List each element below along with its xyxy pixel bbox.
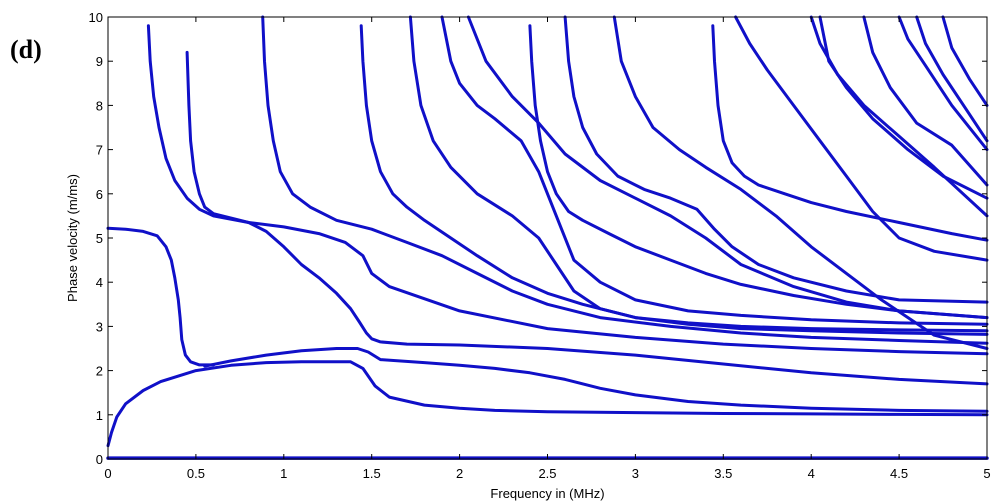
y-tick-label: 9 [96,54,103,69]
panel-label: (d) [10,35,42,64]
x-tick-label: 5 [983,466,990,481]
y-tick-label: 2 [96,364,103,379]
dispersion-curve [359,24,989,336]
x-tick-label: 3 [632,466,639,481]
dispersion-curve [185,50,989,386]
x-tick-label: 1 [280,466,287,481]
dispersion-curve [711,24,989,242]
dispersion-curve [818,15,989,200]
x-tick-label: 4 [808,466,815,481]
y-tick-label: 10 [89,10,103,25]
y-tick-label: 6 [96,187,103,202]
dispersion-curve [897,15,989,152]
y-tick-label: 7 [96,143,103,158]
dispersion-curve [528,24,989,320]
dispersion-curve [261,15,989,345]
dispersion-curve [408,15,989,333]
series-layer [106,15,989,460]
x-tick-label: 1.5 [363,466,381,481]
x-tick-label: 0.5 [187,466,205,481]
x-axis-ticks: 0 0.5 1 1.5 2 2.5 3 3.5 4 4.5 5 [104,17,991,481]
y-axis-title: Phase velocity (m/ms) [65,174,80,302]
y-tick-label: 5 [96,231,103,246]
dispersion-curve [612,15,989,350]
dispersion-curve [941,15,989,107]
y-tick-label: 8 [96,98,103,113]
plot-frame [107,16,988,460]
x-tick-label: 4.5 [890,466,908,481]
y-axis-ticks: 0 1 2 3 4 5 6 7 8 9 10 [89,10,987,467]
dispersion-curve [809,15,989,218]
dispersion-curve [146,24,989,356]
x-tick-label: 0 [104,466,111,481]
x-axis-title: Frequency in (MHz) [490,486,604,501]
dispersion-curve [440,15,989,326]
dispersion-curve [106,226,215,367]
dispersion-curve [203,347,989,413]
dispersion-curve [915,15,989,143]
dispersion-curve [734,15,989,262]
dispersion-curve [862,15,989,187]
x-tick-label: 2.5 [538,466,556,481]
x-tick-label: 3.5 [714,466,732,481]
y-tick-label: 1 [96,408,103,423]
x-tick-label: 2 [456,466,463,481]
dispersion-curve [466,15,989,320]
dispersion-curve [106,360,989,448]
dispersion-curve [563,15,989,304]
y-tick-label: 0 [96,452,103,467]
y-tick-label: 3 [96,319,103,334]
y-tick-label: 4 [96,275,103,290]
